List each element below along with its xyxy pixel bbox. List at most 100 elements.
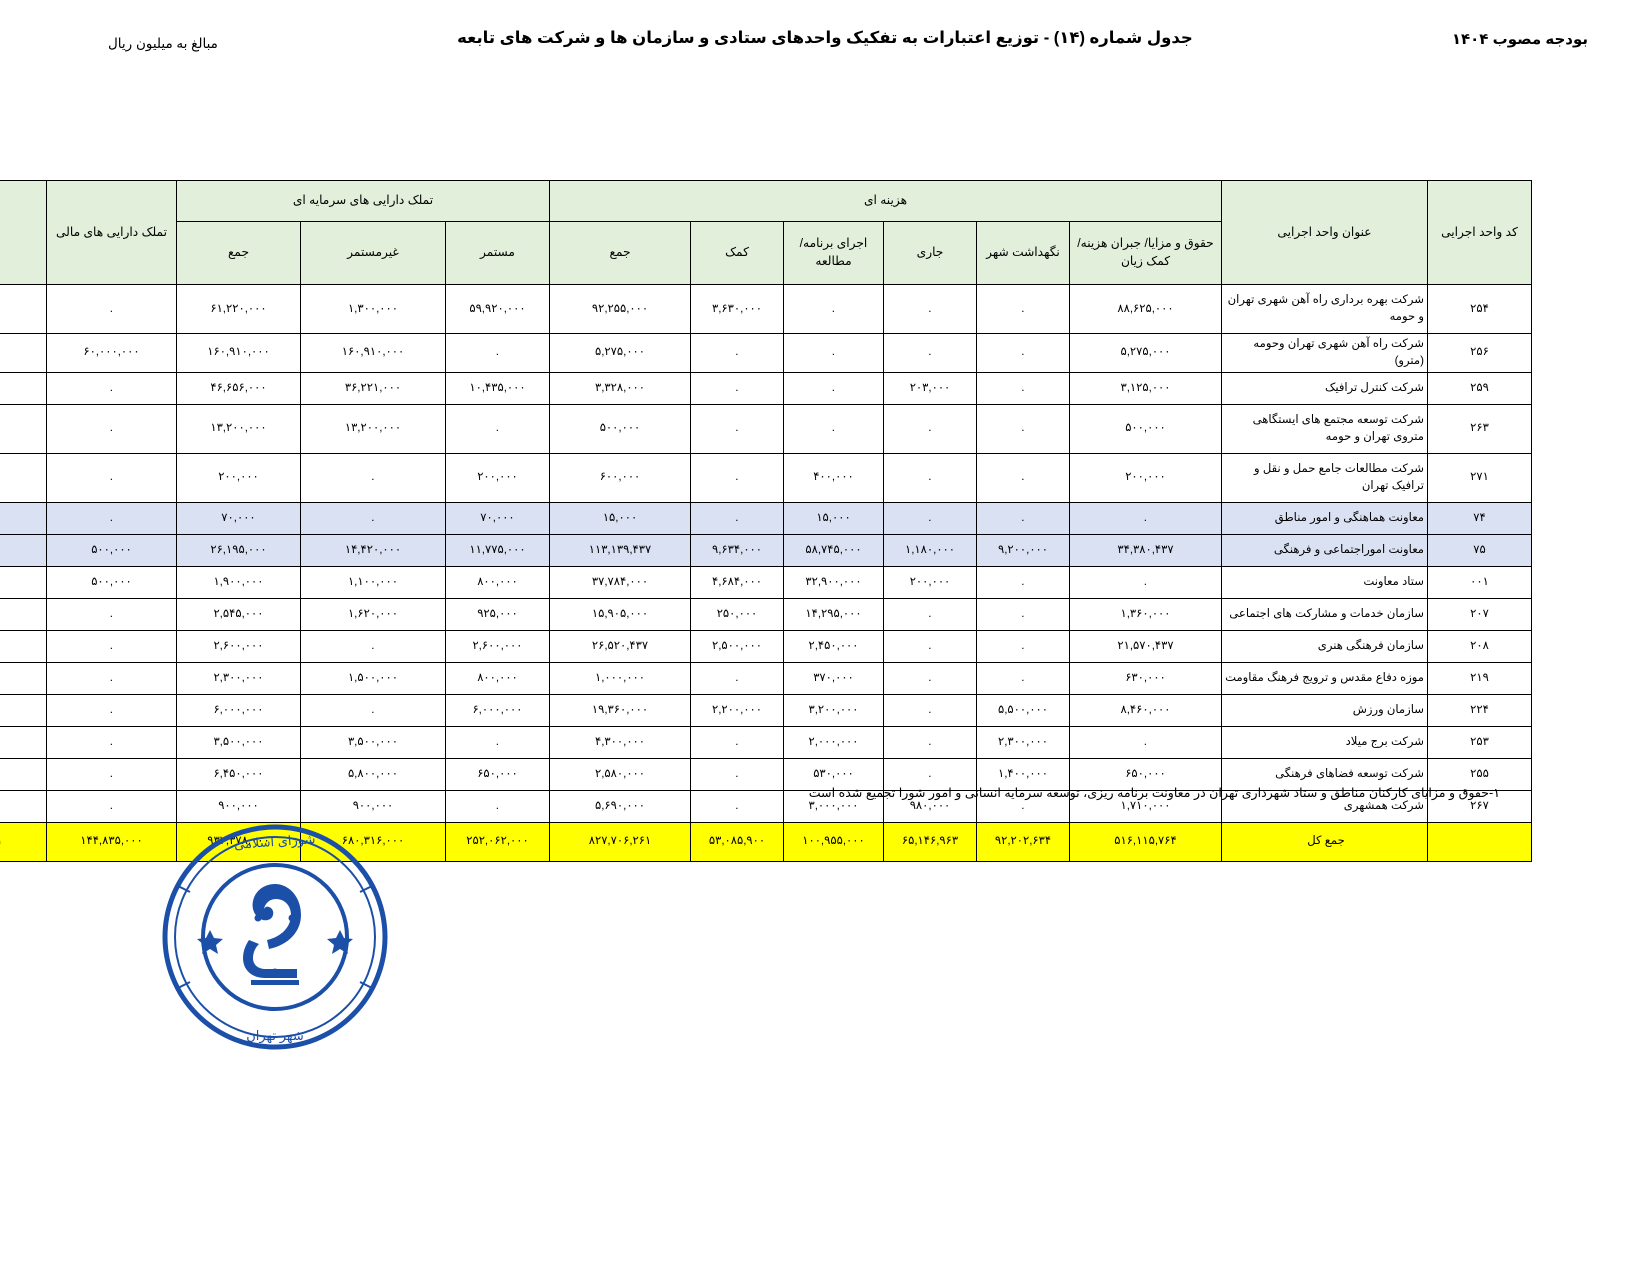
cell-expense-salary: ۸,۴۶۰,۰۰۰ (1069, 693, 1222, 727)
col-capital-total: جمع (175, 221, 301, 285)
table-total-row: جمع کل ۵۱۶,۱۱۵,۷۶۴ ۹۲,۲۰۲,۶۳۴ ۶۵,۱۴۶,۹۶۳ ۱۰۰… (0, 821, 1532, 862)
cell-unit-title: معاونت اموراجتماعی و فرهنگی (1221, 533, 1428, 567)
cell-grand-total: ۸۰۰,۰۰۰ (0, 452, 47, 503)
cell-expense-aid: . (690, 661, 784, 695)
cell-expense-aid: ۳,۶۳۰,۰۰۰ (690, 284, 784, 334)
cell-grand-total: ۳,۳۰۰,۰۰۰ (0, 661, 47, 695)
total-cell-expense-salary: ۵۱۶,۱۱۵,۷۶۴ (1069, 821, 1222, 862)
cell-expense-program: . (783, 403, 884, 454)
cell-capital-total: ۶۱,۲۲۰,۰۰۰ (175, 284, 301, 334)
total-cell-expense-current: ۶۵,۱۴۶,۹۶۳ (883, 821, 977, 862)
table-row: ۲۵۳ شرکت برج میلاد. ۲,۳۰۰,۰۰۰. ۲,۰۰۰,۰۰۰. ۴,… (0, 725, 1532, 759)
cell-expense-salary: ۸۸,۶۲۵,۰۰۰ (1069, 284, 1222, 334)
budget-year-label: بودجه مصوب ۱۴۰۴ (1451, 31, 1588, 48)
cell-financial-assets: ۶۰,۰۰۰,۰۰۰ (45, 333, 177, 373)
cell-grand-total: ۲۵,۳۶۰,۰۰۰ (0, 693, 47, 727)
cell-financial-assets: ۵۰۰,۰۰۰ (45, 565, 177, 599)
cell-capital-recurring: ۲,۶۰۰,۰۰۰ (444, 629, 550, 663)
cell-capital-recurring: ۶۵۰,۰۰۰ (444, 757, 550, 791)
cell-capital-total: ۲۶,۱۹۵,۰۰۰ (175, 533, 301, 567)
cell-expense-current: . (883, 661, 977, 695)
col-expense-city-maint: نگهداشت شهر (976, 221, 1070, 285)
cell-expense-city-maint: . (976, 661, 1070, 695)
cell-expense-current: . (883, 629, 977, 663)
cell-expense-program: . (783, 371, 884, 405)
cell-financial-assets: . (45, 403, 177, 454)
table-row: ۲۵۶ شرکت راه آهن شهری تهران وحومه (مترو) ۵… (0, 333, 1532, 373)
cell-expense-city-maint: . (976, 403, 1070, 454)
cell-unit-code: ۲۵۳ (1427, 725, 1532, 759)
cell-total-code (1427, 821, 1532, 862)
total-cell-expense-aid: ۵۳,۰۸۵,۹۰۰ (690, 821, 784, 862)
cell-financial-assets: . (45, 452, 177, 503)
cell-expense-salary: . (1069, 565, 1222, 599)
cell-expense-total: ۲,۵۸۰,۰۰۰ (548, 757, 692, 791)
cell-expense-program: ۳۲,۹۰۰,۰۰۰ (783, 565, 884, 599)
cell-expense-salary: ۵,۲۷۵,۰۰۰ (1069, 333, 1222, 373)
cell-unit-code: ۲۵۶ (1427, 333, 1532, 373)
cell-capital-total: ۴۶,۶۵۶,۰۰۰ (175, 371, 301, 405)
total-cell-expense-total: ۸۲۷,۷۰۶,۲۶۱ (548, 821, 692, 862)
council-stamp: شورای اسلامی شهر تهران (150, 812, 400, 1062)
cell-financial-assets: . (45, 693, 177, 727)
cell-capital-nonrecurring: ۱۶۰,۹۱۰,۰۰۰ (299, 333, 446, 373)
table-row: ۲۱۹ موزه دفاع مقدس و ترویج فرهنگ مقاومت ۶۳… (0, 661, 1532, 695)
cell-expense-city-maint: . (976, 284, 1070, 334)
table-row: ۲۵۴ شرکت بهره برداری راه آهن شهری تهران و… (0, 284, 1532, 334)
cell-expense-program: ۳,۲۰۰,۰۰۰ (783, 693, 884, 727)
document-header: جدول شماره (۱۴) - توزیع اعتبارات به تفکی… (0, 28, 1650, 68)
cell-expense-aid: ۴,۶۸۴,۰۰۰ (690, 565, 784, 599)
cell-expense-salary: ۳۴,۳۸۰,۴۳۷ (1069, 533, 1222, 567)
cell-expense-total: ۹۲,۲۵۵,۰۰۰ (548, 284, 692, 334)
cell-capital-nonrecurring: . (299, 629, 446, 663)
table-row: ۲۶۷ شرکت همشهری ۱,۷۱۰,۰۰۰. ۹۸۰,۰۰۰ ۳,۰۰۰,۰۰۰… (0, 789, 1532, 823)
cell-grand-total: ۱۳۹,۸۳۴,۴۳۷ (0, 533, 47, 567)
units-note: مبالغ به میلیون ریال (108, 36, 218, 51)
cell-expense-current: . (883, 403, 977, 454)
cell-capital-total: ۳,۵۰۰,۰۰۰ (175, 725, 301, 759)
cell-expense-total: ۳,۳۲۸,۰۰۰ (548, 371, 692, 405)
stamp-text-bottom: شهر تهران (246, 1028, 304, 1044)
page-title: جدول شماره (۱۴) - توزیع اعتبارات به تفکی… (457, 29, 1193, 47)
cell-expense-current: . (883, 757, 977, 791)
header-group-row: کد واحد اجرایی عنوان واحد اجرایی هزینه ا… (0, 180, 1532, 285)
cell-expense-aid: . (690, 789, 784, 823)
cell-expense-salary: . (1069, 501, 1222, 535)
cell-expense-total: ۱۹,۳۶۰,۰۰۰ (548, 693, 692, 727)
cell-expense-aid: ۹,۶۳۴,۰۰۰ (690, 533, 784, 567)
cell-capital-nonrecurring: ۱,۳۰۰,۰۰۰ (299, 284, 446, 334)
cell-unit-code: ۲۵۴ (1427, 284, 1532, 334)
cell-expense-current: ۲۰۰,۰۰۰ (883, 565, 977, 599)
cell-capital-nonrecurring: ۹۰۰,۰۰۰ (299, 789, 446, 823)
group-expense: هزینه ای (548, 180, 1223, 222)
cell-expense-aid: ۲۵۰,۰۰۰ (690, 597, 784, 631)
cell-expense-aid: . (690, 757, 784, 791)
cell-capital-nonrecurring: ۳۶,۲۲۱,۰۰۰ (299, 371, 446, 405)
cell-total-label: جمع کل (1221, 821, 1428, 862)
cell-unit-title: سازمان ورزش (1221, 693, 1428, 727)
cell-capital-total: ۲,۶۰۰,۰۰۰ (175, 629, 301, 663)
cell-expense-program: ۴۰۰,۰۰۰ (783, 452, 884, 503)
cell-unit-title: شرکت توسعه مجتمع های ایستگاهی متروی تهرا… (1221, 403, 1428, 454)
cell-expense-salary: ۶۳۰,۰۰۰ (1069, 661, 1222, 695)
cell-expense-salary: ۳,۱۲۵,۰۰۰ (1069, 371, 1222, 405)
cell-expense-city-maint: ۹,۲۰۰,۰۰۰ (976, 533, 1070, 567)
cell-expense-current: . (883, 284, 977, 334)
cell-capital-recurring: ۱۱,۷۷۵,۰۰۰ (444, 533, 550, 567)
cell-expense-program: . (783, 284, 884, 334)
cell-grand-total: ۱۸,۴۵۰,۰۰۰ (0, 597, 47, 631)
table-row: ۲۰۸ سازمان فرهنگی هنری ۲۱,۵۷۰,۴۳۷.. ۲,۴۵۰,۰… (0, 629, 1532, 663)
cell-expense-program: ۵۸,۷۴۵,۰۰۰ (783, 533, 884, 567)
cell-grand-total: ۸۵,۰۰۰ (0, 501, 47, 535)
cell-capital-recurring: ۷۰,۰۰۰ (444, 501, 550, 535)
cell-expense-salary: ۶۵۰,۰۰۰ (1069, 757, 1222, 791)
cell-expense-current: . (883, 452, 977, 503)
total-cell-capital-total: ۹۳۲,۳۷۸,۰۰۰ (175, 821, 301, 862)
col-unit-code: کد واحد اجرایی (1427, 180, 1532, 285)
total-cell-expense-city-maint: ۹۲,۲۰۲,۶۳۴ (976, 821, 1070, 862)
cell-capital-total: ۲۰۰,۰۰۰ (175, 452, 301, 503)
cell-expense-salary: ۲۰۰,۰۰۰ (1069, 452, 1222, 503)
total-cell-capital-recurring: ۲۵۲,۰۶۲,۰۰۰ (444, 821, 550, 862)
cell-capital-nonrecurring: ۱,۵۰۰,۰۰۰ (299, 661, 446, 695)
cell-capital-total: ۶,۰۰۰,۰۰۰ (175, 693, 301, 727)
